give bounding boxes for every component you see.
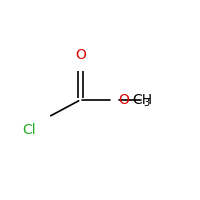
Text: O: O [119, 93, 130, 107]
Text: O: O [75, 48, 86, 62]
Text: 3: 3 [143, 98, 150, 108]
Text: CH: CH [133, 93, 153, 107]
Text: Cl: Cl [22, 123, 36, 137]
